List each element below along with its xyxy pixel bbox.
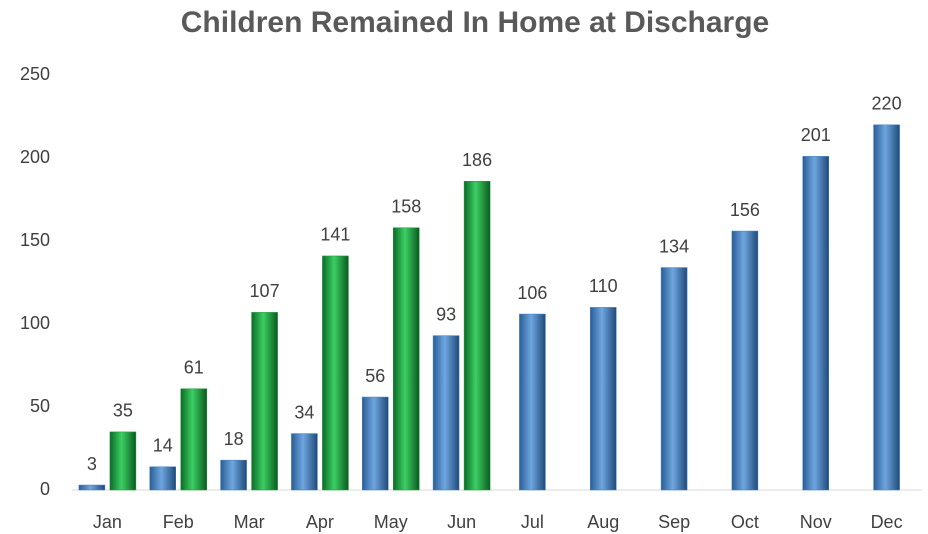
x-tick-label: Mar: [234, 512, 265, 532]
x-tick-label: Oct: [731, 512, 759, 532]
y-tick-label: 250: [20, 64, 50, 84]
bar: [251, 312, 278, 491]
value-label: 3: [87, 454, 97, 474]
value-label: 56: [365, 366, 385, 386]
y-tick-label: 200: [20, 147, 50, 167]
y-tick-label: 0: [40, 479, 50, 499]
x-tick-label: Sep: [658, 512, 690, 532]
value-label: 34: [294, 402, 314, 422]
y-tick-label: 50: [30, 396, 50, 416]
bar: [362, 396, 389, 491]
bar: [220, 459, 247, 491]
chart-title: Children Remained In Home at Discharge: [181, 6, 769, 39]
value-label: 156: [730, 200, 760, 220]
value-label: 35: [113, 401, 133, 421]
bar: [590, 307, 617, 491]
x-tick-label: Nov: [800, 512, 832, 532]
value-label: 61: [184, 357, 204, 377]
value-label: 220: [872, 94, 902, 114]
x-tick-label: Aug: [587, 512, 619, 532]
x-tick-label: Feb: [163, 512, 194, 532]
bar: [432, 335, 460, 491]
value-label: 201: [801, 125, 831, 145]
bar: [519, 313, 546, 491]
y-tick-label: 150: [20, 230, 50, 250]
x-tick-label: May: [374, 512, 408, 532]
bar: [873, 124, 900, 491]
y-tick-label: 100: [20, 313, 50, 333]
value-label: 141: [320, 225, 350, 245]
x-tick-label: Dec: [871, 512, 903, 532]
value-label: 93: [436, 304, 456, 324]
value-label: 14: [153, 436, 173, 456]
x-tick-label: Apr: [306, 512, 334, 532]
x-tick-label: Jun: [447, 512, 476, 532]
bar: [463, 180, 491, 491]
bar: [660, 267, 688, 491]
bar: [109, 431, 137, 491]
value-label: 158: [391, 196, 421, 216]
value-label: 134: [659, 236, 689, 256]
x-tick-label: Jan: [93, 512, 122, 532]
bar: [291, 433, 318, 491]
value-label: 106: [517, 283, 547, 303]
bar: [802, 156, 829, 491]
bar: [78, 484, 106, 491]
bar: [731, 230, 759, 491]
x-tick-label: Jul: [521, 512, 544, 532]
bar: [393, 227, 420, 491]
value-label: 186: [462, 150, 492, 170]
value-label: 18: [224, 429, 244, 449]
value-label: 110: [589, 276, 618, 296]
bar: [180, 388, 207, 491]
bar: [322, 255, 349, 491]
bar: [149, 466, 176, 491]
value-label: 107: [250, 281, 280, 301]
